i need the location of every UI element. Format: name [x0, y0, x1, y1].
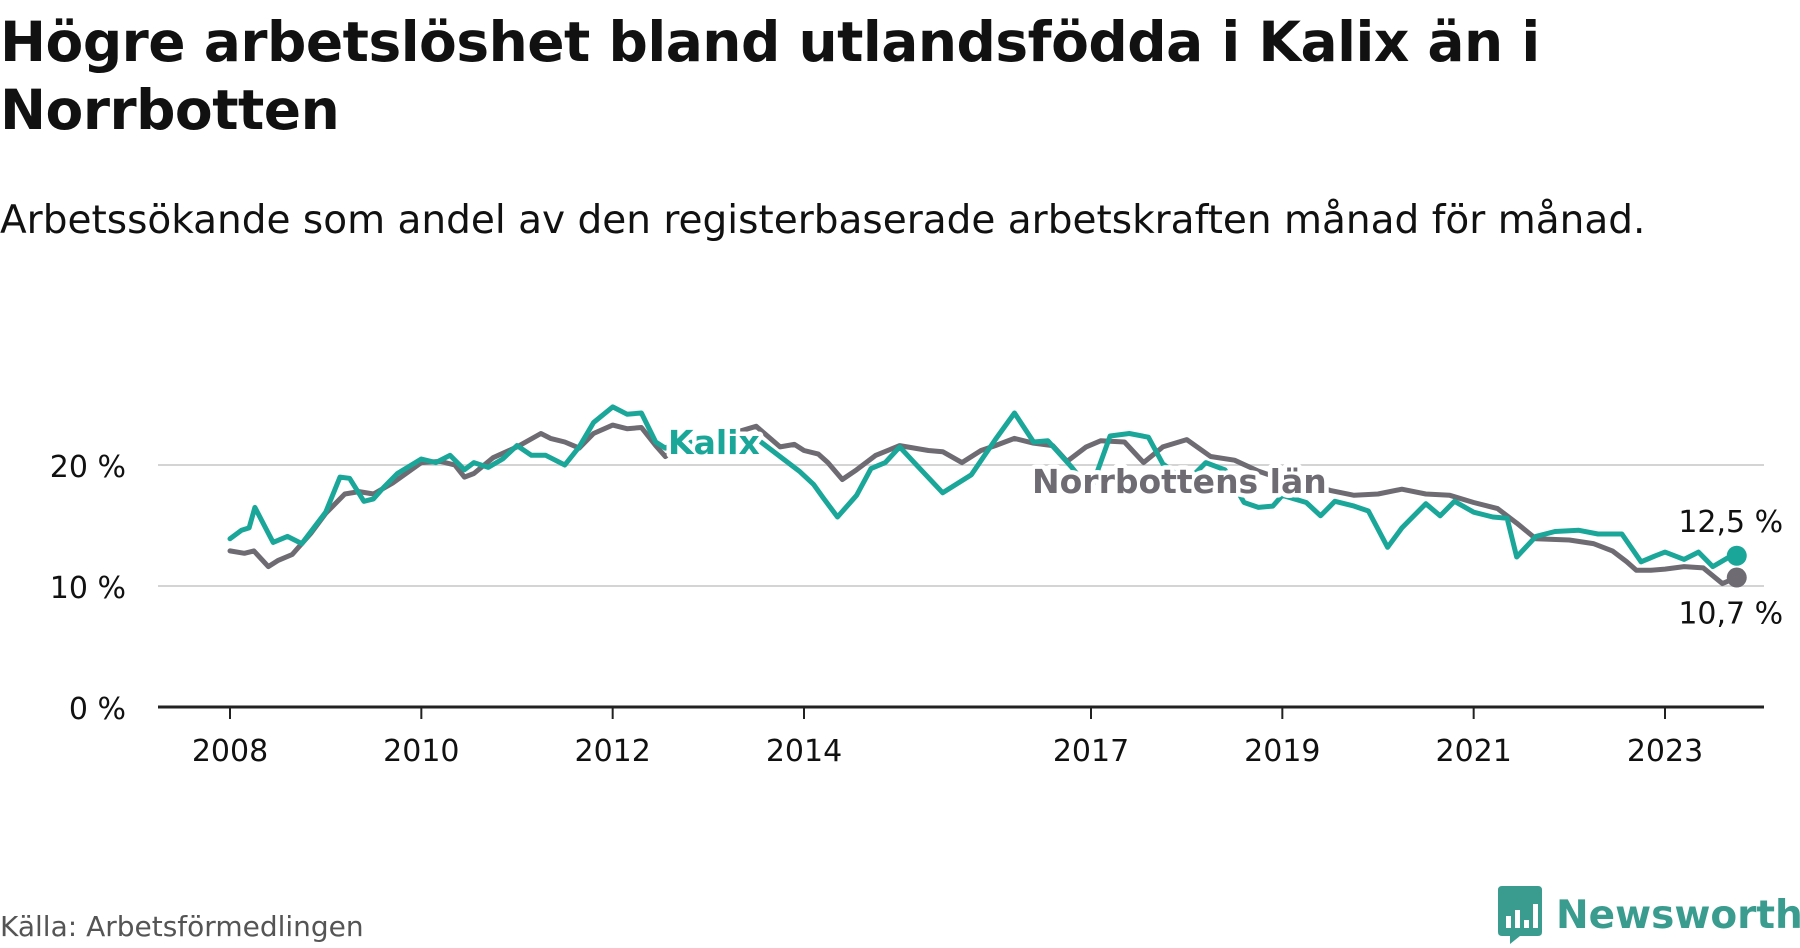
y-tick-label: 20 % — [50, 450, 126, 485]
x-tick-label: 2019 — [1244, 734, 1320, 769]
y-tick-label: 10 % — [50, 571, 126, 606]
chart-subtitle: Arbetssökande som andel av den registerb… — [0, 198, 1646, 243]
end-label-norrbotten: 10,7 % — [1678, 597, 1783, 632]
y-tick-label: 0 % — [69, 692, 126, 727]
bar-chart-icon — [1498, 886, 1542, 944]
series-line-norrbotten — [227, 422, 1740, 587]
chart-title: Högre arbetslöshet bland utlandsfödda i … — [0, 10, 1540, 142]
end-point-kalix — [1726, 545, 1747, 566]
x-tick-label: 2023 — [1627, 734, 1703, 769]
series-label-kalix: Kalix — [668, 423, 760, 462]
x-tick-label: 2021 — [1435, 734, 1511, 769]
end-label-kalix: 12,5 % — [1678, 505, 1783, 540]
x-tick-label: 2017 — [1053, 734, 1129, 769]
x-tick-label: 2010 — [383, 734, 459, 769]
series-label-norrbotten: Norrbottens län — [1032, 462, 1327, 501]
series-line-kalix — [227, 404, 1740, 570]
x-tick-label: 2008 — [192, 734, 268, 769]
x-tick-label: 2014 — [766, 734, 842, 769]
source-note: Källa: Arbetsförmedlingen — [0, 910, 364, 943]
brand-name: Newsworthy — [1556, 892, 1800, 938]
end-point-norrbotten — [1726, 567, 1747, 588]
newsworthy-logo: Newsworthy — [1496, 886, 1800, 944]
x-tick-label: 2012 — [574, 734, 650, 769]
